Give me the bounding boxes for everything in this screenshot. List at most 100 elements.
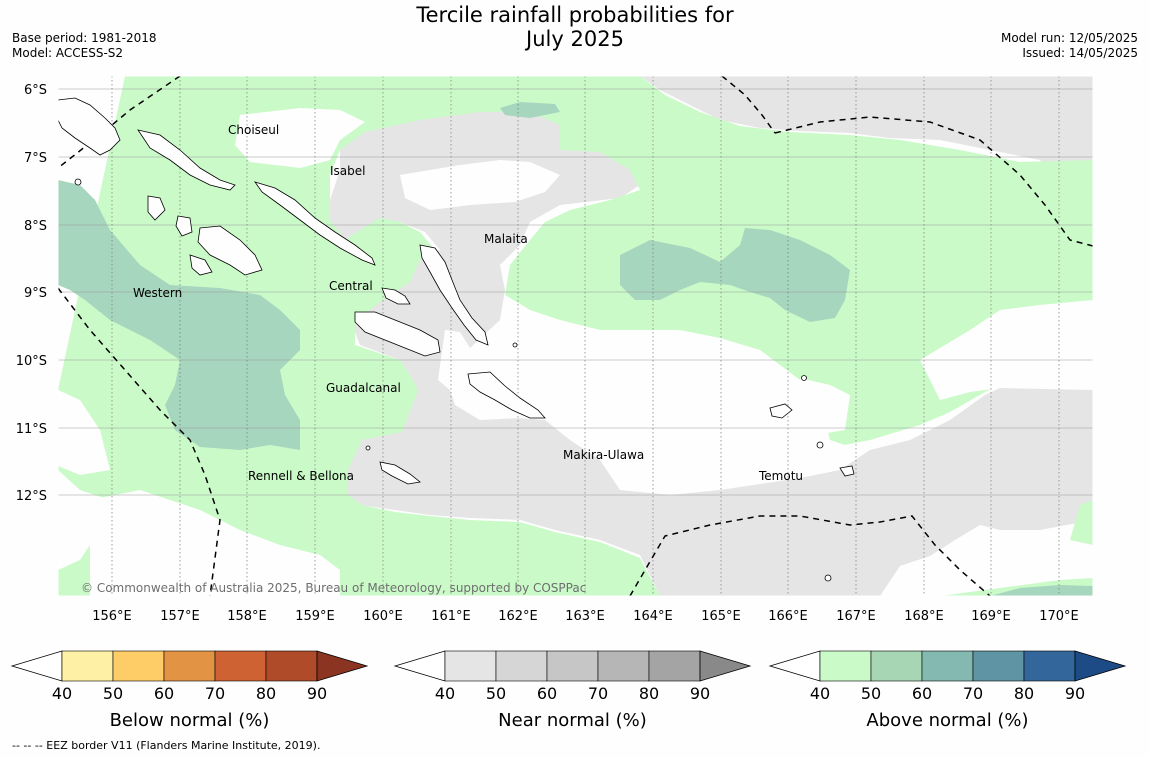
lon-label: 162°E: [498, 609, 538, 624]
eez-footnote: -- -- -- EEZ border V11 (Flanders Marine…: [12, 739, 321, 752]
isabel-island: [254, 181, 376, 266]
colorbar-tick: 40: [52, 684, 72, 703]
region-label: Makira-Ulawa: [563, 448, 644, 462]
lon-label: 168°E: [904, 609, 944, 624]
colorbar-segment: [265, 650, 318, 682]
eez-borders: [58, 76, 1093, 596]
colorbar-tick: 40: [810, 684, 830, 703]
colorbar-segment: [214, 650, 267, 682]
lon-label: 156°E: [92, 609, 132, 624]
colorbar-segment: [597, 650, 650, 682]
colorbar-over-triangle: [316, 650, 369, 682]
new-georgia-island: [197, 225, 263, 276]
colorbar-tick: 80: [1014, 684, 1034, 703]
colorbar-tick: 50: [861, 684, 881, 703]
choiseul-island: [137, 129, 236, 191]
colorbar-segment: [1023, 650, 1076, 682]
colorbar-under-triangle: [393, 650, 446, 682]
colorbar-tick: 70: [205, 684, 225, 703]
colorbar-over-triangle: [1074, 650, 1127, 682]
lat-label: 6°S: [24, 83, 47, 98]
model-name: Model: ACCESS-S2: [12, 46, 124, 60]
malaita-island: [419, 244, 489, 346]
makira-island: [467, 371, 546, 419]
colorbar-label: Above normal (%): [866, 710, 1028, 731]
colorbar-tick: 90: [307, 684, 327, 703]
colorbar-tick: 70: [588, 684, 608, 703]
colorbar-tick: 90: [1065, 684, 1085, 703]
colorbar-tick: 80: [639, 684, 659, 703]
longitude-axis: 156°E 157°E 158°E 159°E 160°E 161°E 162°E 163°E…: [92, 609, 1079, 624]
colorbar-under-triangle: [10, 650, 63, 682]
colorbar-segment: [163, 650, 216, 682]
coastlines: [58, 97, 855, 582]
issued-date: Issued: 14/05/2025: [1022, 46, 1138, 60]
region-label: Isabel: [330, 164, 365, 178]
region-label: Guadalcanal: [326, 381, 401, 395]
colorbar-segment: [870, 650, 923, 682]
longitude-gridlines: [111, 76, 1060, 596]
title-line-2: July 2025: [526, 27, 624, 51]
lat-label: 7°S: [24, 151, 47, 166]
map-title: Tercile rainfall probabilities for July …: [0, 3, 1150, 51]
colorbar-tick: 60: [912, 684, 932, 703]
colorbar-over-triangle: [699, 650, 752, 682]
lat-label: 12°S: [16, 489, 47, 504]
lon-label: 160°E: [363, 609, 403, 624]
copyright-notice: © Commonwealth of Australia 2025, Bureau…: [81, 581, 586, 595]
colorbar-under-triangle: [768, 650, 821, 682]
colorbar-tick: 50: [103, 684, 123, 703]
colorbar: 40 50 60 70 80 90 Below normal (%): [10, 650, 369, 731]
lon-label: 163°E: [565, 609, 605, 624]
colorbar-tick: 50: [486, 684, 506, 703]
colorbar-segment: [112, 650, 165, 682]
region-label: Temotu: [758, 469, 803, 483]
colorbar-segment: [546, 650, 599, 682]
lon-label: 157°E: [160, 609, 200, 624]
region-label: Choiseul: [228, 123, 279, 137]
colorbar-segment: [819, 650, 872, 682]
colorbar-tick: 40: [435, 684, 455, 703]
colorbar-segment: [921, 650, 974, 682]
lon-label: 170°E: [1039, 609, 1079, 624]
guadalcanal-island: [354, 311, 441, 357]
map-panel[interactable]: [58, 76, 1093, 596]
lon-label: 169°E: [971, 609, 1011, 624]
region-labels: Choiseul Isabel Malaita Western Central Guada…: [133, 123, 803, 483]
map-frame: [57, 75, 1094, 597]
colorbar-label: Near normal (%): [498, 710, 647, 731]
rennell-island: [379, 461, 421, 485]
colorbar: 40 50 60 70 80 90 Above normal (%): [768, 650, 1127, 731]
colorbar-tick: 60: [537, 684, 557, 703]
colorbar-tick: 80: [256, 684, 276, 703]
lon-label: 158°E: [227, 609, 267, 624]
bougainville-island: [58, 97, 121, 156]
lon-label: 167°E: [836, 609, 876, 624]
lat-label: 9°S: [24, 286, 47, 301]
colorbar-segment: [444, 650, 497, 682]
colorbar-segment: [972, 650, 1025, 682]
colorbar-tick: 90: [690, 684, 710, 703]
colorbar-segment: [61, 650, 114, 682]
model-info: Base period: 1981-2018 Model: ACCESS-S2: [12, 31, 157, 61]
colorbar-segment: [648, 650, 701, 682]
model-run-date: Model run: 12/05/2025: [1000, 31, 1138, 45]
colorbar-legends: 40 50 60 70 80 90 Below normal (%) 40 50 60 70 80 90…: [10, 650, 1127, 731]
lat-label: 10°S: [16, 354, 47, 369]
latitude-gridlines: [58, 88, 1093, 496]
above-normal-50-60: [58, 102, 1093, 596]
region-label: Western: [133, 286, 182, 300]
run-info: Model run: 12/05/2025 Issued: 14/05/2025: [1001, 31, 1138, 61]
colorbar: 40 50 60 70 80 90 Near normal (%): [393, 650, 752, 731]
region-label: Rennell & Bellona: [248, 469, 354, 483]
lon-label: 159°E: [295, 609, 335, 624]
colorbar-tick: 60: [154, 684, 174, 703]
lon-label: 161°E: [431, 609, 471, 624]
title-line-1: Tercile rainfall probabilities for: [416, 3, 734, 27]
santa-cruz-island: [769, 403, 793, 419]
colorbar-label: Below normal (%): [110, 710, 270, 731]
colorbar-tick: 70: [963, 684, 983, 703]
lon-label: 166°E: [768, 609, 808, 624]
lon-label: 165°E: [701, 609, 741, 624]
